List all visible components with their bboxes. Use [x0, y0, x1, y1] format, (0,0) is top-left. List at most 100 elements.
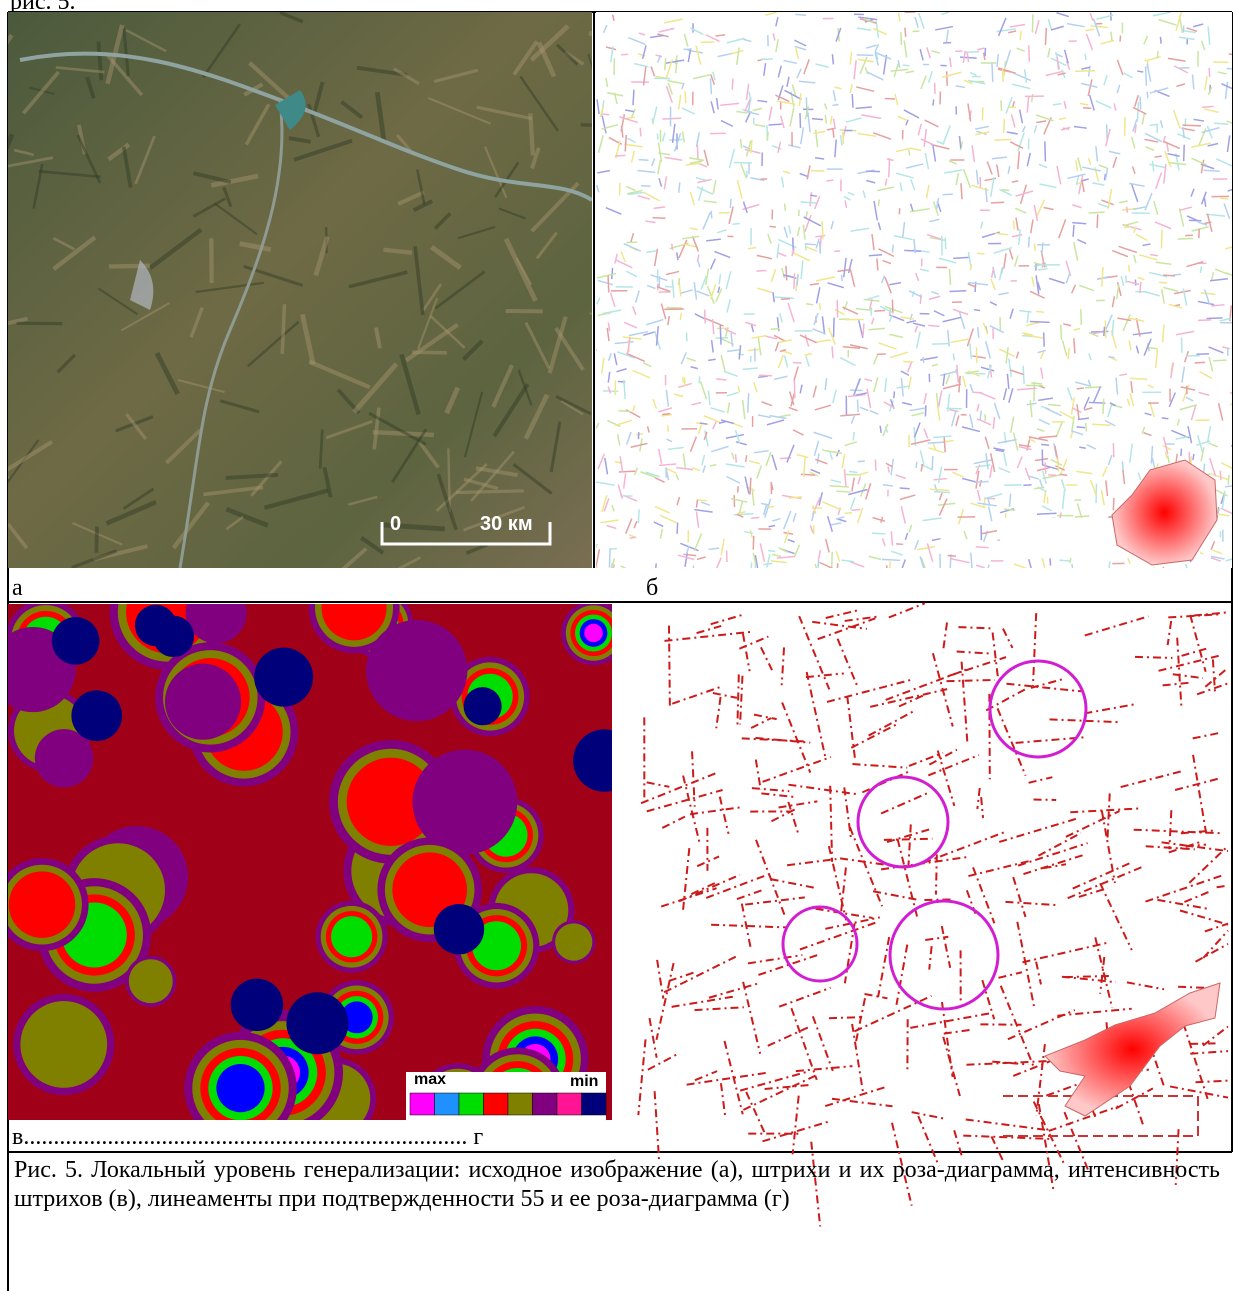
lineament [799, 616, 829, 689]
lineament [751, 718, 771, 728]
stroke-mark [878, 199, 879, 206]
stroke-mark [641, 186, 650, 187]
figure: 0 30 км max min [0, 0, 1234, 1291]
stroke-mark [822, 221, 823, 239]
lineament [649, 1018, 656, 1058]
stroke-mark [1001, 100, 1002, 110]
stroke-mark [1020, 31, 1021, 40]
lineament [647, 782, 670, 786]
stroke-mark [820, 303, 821, 310]
lineament [641, 773, 716, 803]
stroke-mark [1124, 227, 1130, 228]
lineament [1085, 616, 1149, 635]
stroke-mark [818, 560, 819, 568]
lineament [669, 626, 670, 707]
lineament [691, 882, 717, 894]
scale-label: 30 км [480, 513, 533, 535]
lineament [1134, 830, 1221, 834]
intensity-zone [464, 687, 502, 725]
stroke-mark [1173, 274, 1181, 275]
lineament [1068, 867, 1143, 899]
stroke-mark [974, 310, 980, 311]
lineament [1195, 1081, 1228, 1083]
stroke-mark [832, 346, 833, 358]
lineament [771, 879, 817, 888]
lineament [648, 1055, 677, 1070]
stroke-mark [1008, 107, 1016, 108]
intensity-zone [555, 923, 592, 960]
stroke-mark [1034, 244, 1035, 251]
stroke-mark [619, 471, 636, 472]
lineament [807, 672, 826, 757]
stroke-mark [889, 158, 890, 177]
lineament [711, 615, 743, 625]
stroke-mark [633, 90, 634, 106]
stroke-mark [769, 226, 775, 227]
lineament [912, 1112, 945, 1119]
panel-label: а [12, 574, 23, 602]
stroke-mark [683, 377, 684, 383]
ridge [96, 527, 97, 553]
lineament [852, 764, 907, 768]
stroke-mark [696, 500, 697, 508]
lineament [928, 755, 979, 775]
lineament [869, 711, 914, 735]
stroke-mark [1182, 125, 1201, 126]
lineament [844, 787, 851, 837]
stroke-mark [1146, 67, 1147, 86]
stroke-mark [858, 399, 859, 411]
lineament [672, 996, 735, 1006]
satellite-image [0, 12, 630, 594]
stroke-mark [1045, 28, 1046, 45]
stroke-mark [928, 442, 945, 443]
lineament [662, 817, 685, 828]
lineament [697, 626, 722, 633]
lineament [1205, 924, 1228, 932]
lineament [884, 839, 933, 840]
lineament [743, 634, 750, 671]
intensity-zone [573, 729, 635, 791]
ridge [530, 113, 533, 155]
lineament [957, 651, 991, 653]
stroke-mark [1107, 124, 1108, 139]
stroke-mark [1163, 275, 1175, 276]
stroke-mark [975, 482, 989, 483]
lineament [1005, 902, 1056, 905]
lineament [1036, 962, 1041, 985]
lineament [813, 1016, 833, 1071]
lineament [1203, 931, 1228, 958]
lineament [656, 963, 673, 1040]
lineament [973, 867, 994, 923]
stroke-mark [800, 113, 801, 128]
stroke-mark [652, 218, 665, 219]
lineament [909, 753, 943, 766]
lineament [683, 848, 689, 910]
intensity-zone [331, 916, 372, 957]
stroke-mark [901, 32, 902, 45]
lineament [1193, 755, 1206, 834]
stroke-mark [912, 31, 919, 32]
stroke-mark [992, 63, 993, 82]
lineament [746, 1092, 766, 1136]
lineament [1159, 656, 1220, 671]
stroke-mark [1178, 238, 1193, 239]
lineament [1184, 892, 1209, 902]
caption: Рис. 5. Локальный уровень генерализации:… [14, 1156, 1220, 1214]
stroke-mark [1003, 69, 1004, 82]
lineament [655, 1091, 660, 1161]
lineament [763, 1121, 830, 1141]
intensity-zone [35, 729, 93, 787]
lineament [1095, 937, 1112, 1007]
legend-swatch [557, 1093, 582, 1115]
page: рис. 5. 0 30 км [0, 0, 1234, 1291]
lineament [761, 793, 793, 797]
lineament [647, 790, 723, 811]
stroke-mark [1103, 399, 1104, 414]
stroke-mark [1092, 424, 1110, 425]
stroke-mark [863, 324, 864, 337]
intensity-image [0, 554, 635, 1144]
stroke-mark [953, 354, 954, 361]
stroke-mark [789, 497, 803, 498]
intensity-zone [52, 617, 100, 665]
stroke-mark [680, 313, 681, 320]
